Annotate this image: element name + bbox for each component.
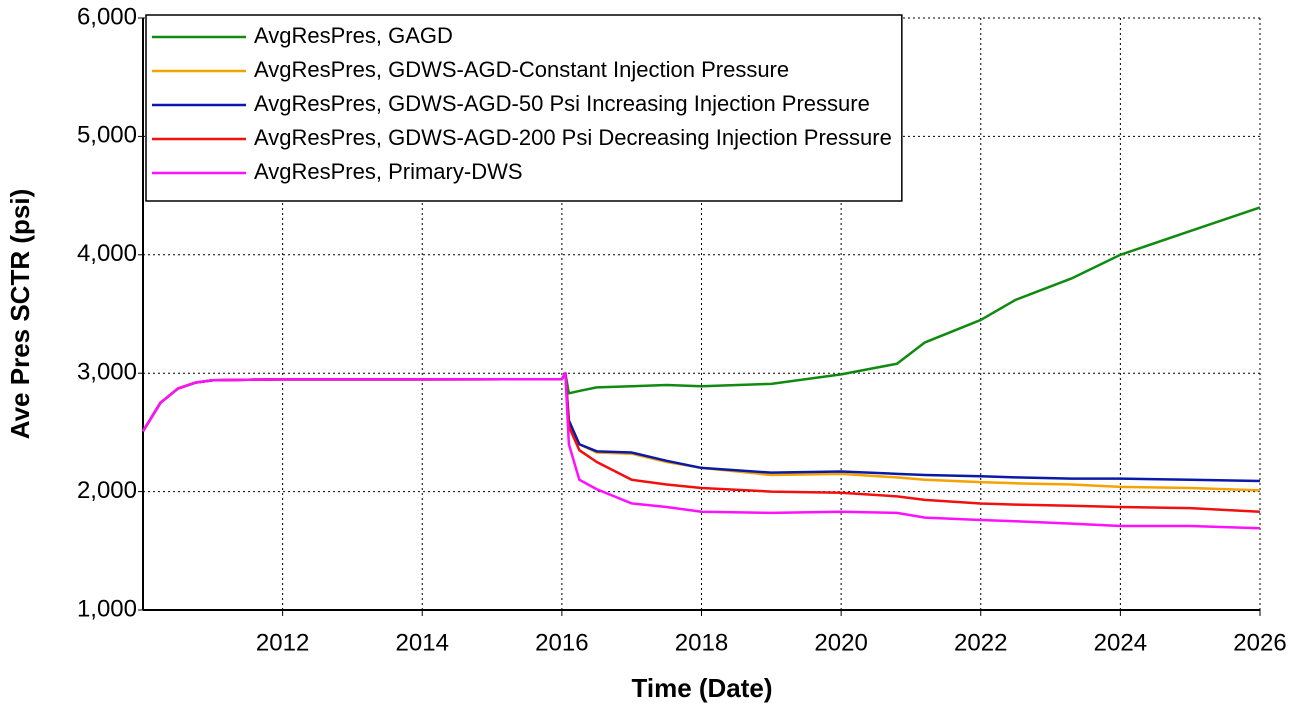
legend-label: AvgResPres, Primary-DWS [254, 159, 523, 184]
x-tick-label: 2018 [675, 629, 728, 656]
series-line [141, 371, 1261, 530]
y-tick-label: 4,000 [77, 240, 137, 267]
y-tick-label: 1,000 [77, 595, 137, 622]
legend-box [145, 14, 903, 202]
legend-label: AvgResPres, GDWS-AGD-Constant Injection … [254, 57, 789, 82]
y-tick-label: 5,000 [77, 122, 137, 149]
x-tick-label: 2012 [256, 629, 309, 656]
legend: AvgResPres, GAGD AvgResPres, GDWS-AGD-Con… [145, 14, 903, 202]
legend-label: AvgResPres, GDWS-AGD-200 Psi Decreasing … [254, 125, 892, 150]
x-tick-label: 2016 [535, 629, 588, 656]
y-tick-label: 2,000 [77, 477, 137, 504]
x-tick-label: 2014 [396, 629, 449, 656]
x-tick-label: 2026 [1233, 629, 1286, 656]
y-axis-title: Ave Pres SCTR (psi) [5, 189, 35, 439]
y-tick-label: 6,000 [77, 3, 137, 30]
series-line [141, 371, 1261, 492]
x-tick-label: 2020 [814, 629, 867, 656]
x-tick-label: 2024 [1094, 629, 1147, 656]
legend-label: AvgResPres, GAGD [254, 23, 453, 48]
x-axis-title: Time (Date) [631, 673, 772, 703]
x-tick-label: 2022 [954, 629, 1007, 656]
legend-label: AvgResPres, GDWS-AGD-50 Psi Increasing I… [254, 91, 870, 116]
y-tick-label: 3,000 [77, 359, 137, 386]
